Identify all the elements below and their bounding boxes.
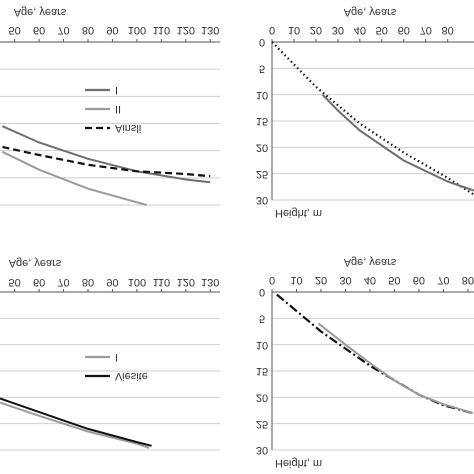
legend-label: I (115, 351, 118, 363)
x-tick-label: 60 (33, 276, 45, 288)
x-tick-label: 0 (269, 24, 275, 36)
x-tick-label: 130 (201, 276, 219, 288)
y-axis-title: Height, m (275, 457, 322, 469)
x-tick-label: 80 (442, 24, 454, 36)
legend-label: Viesite (115, 370, 148, 382)
x-tick-label: 90 (106, 24, 118, 36)
y-tick-label: 30 (256, 444, 268, 456)
series-line (276, 293, 474, 415)
x-tick-label: 50 (9, 24, 21, 36)
x-tick-label: 110 (153, 276, 171, 288)
x-tick-label: 10 (288, 24, 300, 36)
y-tick-label: 20 (256, 141, 268, 153)
series-line (271, 41, 474, 196)
x-axis-title: Age, years (344, 6, 397, 18)
y-axis-title: Height, m (275, 207, 322, 219)
y-tick-label: 0 (259, 286, 265, 298)
legend-label: II (115, 103, 121, 115)
x-tick-label: 100 (128, 276, 146, 288)
y-tick-label: 15 (256, 365, 268, 377)
x-tick-label: 100 (128, 24, 146, 36)
y-tick-label: 10 (256, 89, 268, 101)
x-tick-label: 30 (332, 24, 344, 36)
y-tick-label: 5 (259, 62, 265, 74)
legend-label: Ainsli (115, 122, 141, 134)
x-tick-label: 50 (388, 274, 400, 286)
y-tick-label: 15 (256, 115, 268, 127)
y-tick-label: 5 (259, 312, 265, 324)
y-tick-label: 30 (256, 194, 268, 206)
x-tick-label: 0 (269, 274, 275, 286)
x-tick-label: 60 (398, 24, 410, 36)
legend-label: I (115, 84, 118, 96)
series-line (317, 322, 474, 415)
x-tick-label: 120 (177, 276, 195, 288)
x-tick-label: 40 (354, 24, 366, 36)
series-line (0, 397, 152, 447)
series-line (1, 125, 211, 184)
x-tick-label: 40 (364, 274, 376, 286)
x-tick-label: 80 (82, 276, 94, 288)
x-tick-label: 70 (437, 274, 449, 286)
series-line (2, 145, 211, 178)
y-tick-label: 25 (256, 168, 268, 180)
y-tick-label: 10 (256, 339, 268, 351)
y-tick-label: 0 (259, 36, 265, 48)
y-tick-label: 20 (256, 391, 268, 403)
x-tick-label: 80 (82, 24, 94, 36)
x-tick-label: 20 (310, 24, 322, 36)
x-tick-label: 70 (57, 24, 69, 36)
x-tick-label: 60 (413, 274, 425, 286)
x-tick-label: 70 (420, 24, 432, 36)
x-axis-title: Age, years (344, 256, 397, 268)
x-tick-label: 30 (339, 274, 351, 286)
x-tick-label: 50 (376, 24, 388, 36)
x-tick-label: 60 (33, 24, 45, 36)
x-axis-title: Age, years (9, 257, 62, 269)
y-tick-label: 25 (256, 418, 268, 430)
x-tick-label: 70 (57, 276, 69, 288)
x-tick-label: 80 (462, 274, 474, 286)
x-tick-label: 90 (106, 276, 118, 288)
x-tick-label: 50 (9, 276, 21, 288)
x-tick-label: 120 (177, 24, 195, 36)
x-tick-label: 110 (153, 24, 171, 36)
x-axis-title: Age, years (14, 6, 67, 18)
series-line (0, 401, 150, 449)
x-tick-label: 130 (201, 24, 219, 36)
x-tick-label: 20 (315, 274, 327, 286)
series-line (1, 150, 147, 206)
x-tick-label: 10 (290, 274, 302, 286)
series-line (321, 94, 474, 192)
